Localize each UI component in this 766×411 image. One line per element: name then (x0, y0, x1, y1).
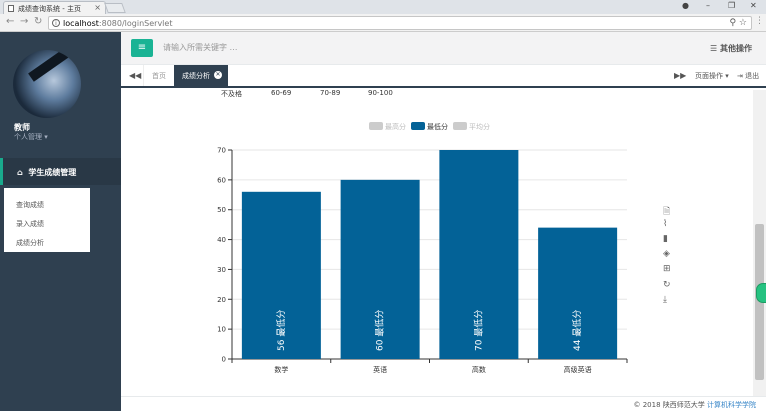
range-label-60: 60-69 (271, 89, 292, 97)
url-host: localhost (63, 19, 99, 28)
page-tabs: ◀◀ 首页 成绩分析 ✕ ▶▶ 页面操作 ▾ ⇥ 退出 (121, 65, 766, 88)
restore-icon[interactable]: ❐ (728, 1, 736, 10)
submenu-item-query[interactable]: 查询成绩 (16, 201, 44, 209)
url-input[interactable]: i localhost:8080/loginServlet ⚲ ☆ (48, 16, 752, 30)
user-name: 教师 (14, 123, 30, 132)
tabs-scroll-left-icon[interactable]: ◀◀ (129, 71, 142, 80)
url-path: :8080/loginServlet (98, 19, 173, 28)
home-icon: ⌂ (17, 168, 23, 177)
floating-widget[interactable] (756, 283, 766, 303)
forward-icon[interactable]: → (20, 16, 29, 27)
tab-score-analysis[interactable]: 成绩分析 ✕ (174, 65, 228, 86)
main-content (121, 90, 753, 396)
legend-swatch (453, 122, 467, 130)
other-ops-label: 其他操作 (720, 44, 752, 53)
page-ops-dropdown[interactable]: 页面操作 ▾ (695, 72, 729, 80)
scrollbar[interactable] (753, 90, 766, 396)
top-header: ≡ 请输入所需关键字 … ☰ 其他操作 (121, 32, 766, 65)
new-tab-button[interactable] (104, 3, 126, 13)
tabs-scroll-right-icon[interactable]: ▶▶ (674, 71, 687, 80)
data-view-icon[interactable]: 🗎 (663, 207, 671, 217)
legend-swatch (411, 122, 425, 130)
avatar (13, 50, 81, 118)
bar-chart-icon[interactable]: ▮ (663, 234, 668, 244)
menu-toggle-button[interactable]: ≡ (131, 39, 153, 57)
sidebar-item-score-management[interactable]: ⌂ 学生成绩管理 (0, 158, 121, 185)
browser-tab[interactable]: 成绩查询系统 - 主页 × (3, 1, 106, 14)
submenu-item-analysis[interactable]: 成绩分析 (16, 239, 44, 247)
submenu-item-entry[interactable]: 录入成绩 (16, 220, 44, 228)
browser-tabbar: 成绩查询系统 - 主页 × ● – ❐ ✕ (0, 0, 766, 14)
legend-item-max[interactable]: 最高分 (369, 122, 406, 132)
legend-item-avg[interactable]: 平均分 (453, 122, 490, 132)
minimize-icon[interactable]: – (706, 1, 710, 10)
footer: © 2018 陕西师范大学 计算机科学学院 (121, 396, 766, 411)
tiled-icon[interactable]: ⊞ (663, 264, 671, 274)
stack-icon[interactable]: ◈ (663, 249, 670, 259)
legend-item-min[interactable]: 最低分 (411, 122, 448, 132)
window-close-icon[interactable]: ✕ (750, 1, 757, 10)
tab-home[interactable]: 首页 (143, 65, 173, 86)
range-label-70: 70-89 (320, 89, 341, 97)
zoom-icon[interactable]: ⚲ ☆ (729, 18, 747, 28)
line-chart-icon[interactable]: ⌇ (663, 219, 668, 229)
legend-label: 最高分 (385, 123, 406, 131)
submenu: 查询成绩 录入成绩 成绩分析 (4, 188, 90, 252)
legend-label: 平均分 (469, 123, 490, 131)
search-input[interactable]: 请输入所需关键字 … (163, 43, 238, 52)
restore-chart-icon[interactable]: ↻ (663, 280, 671, 290)
tab-label: 成绩分析 (182, 72, 210, 80)
browser-menu-icon[interactable]: ⋮ (755, 16, 764, 26)
sidebar-item-label: 学生成绩管理 (28, 168, 77, 177)
range-label-fail: 不及格 (221, 90, 242, 98)
sidebar: 教师 个人管理 ▾ ⌂ 学生成绩管理 查询成绩 录入成绩 成绩分析 (0, 32, 121, 411)
profile-icon[interactable]: ● (682, 1, 689, 10)
save-image-icon[interactable]: ⤓ (663, 295, 667, 305)
close-tab-icon[interactable]: × (94, 3, 101, 12)
range-label-90: 90-100 (368, 89, 393, 97)
close-tab-icon[interactable]: ✕ (214, 71, 222, 79)
browser-tab-title: 成绩查询系统 - 主页 (18, 5, 81, 13)
info-icon[interactable]: i (52, 19, 60, 27)
copyright-text: © 2018 陕西师范大学 (633, 401, 705, 409)
user-role-dropdown[interactable]: 个人管理 ▾ (14, 133, 48, 141)
other-ops-button[interactable]: ☰ 其他操作 (710, 43, 752, 54)
logout-label: 退出 (745, 72, 760, 80)
page-icon (8, 5, 14, 12)
legend-swatch (369, 122, 383, 130)
logout-button[interactable]: ⇥ 退出 (737, 71, 759, 81)
logout-icon: ⇥ (737, 72, 743, 80)
list-icon: ☰ (710, 44, 718, 53)
back-icon[interactable]: ← (6, 16, 15, 27)
legend-label: 最低分 (427, 123, 448, 131)
address-bar: ← → ↻ i localhost:8080/loginServlet ⚲ ☆ … (0, 14, 766, 32)
reload-icon[interactable]: ↻ (34, 16, 43, 27)
college-link[interactable]: 计算机科学学院 (707, 401, 756, 409)
